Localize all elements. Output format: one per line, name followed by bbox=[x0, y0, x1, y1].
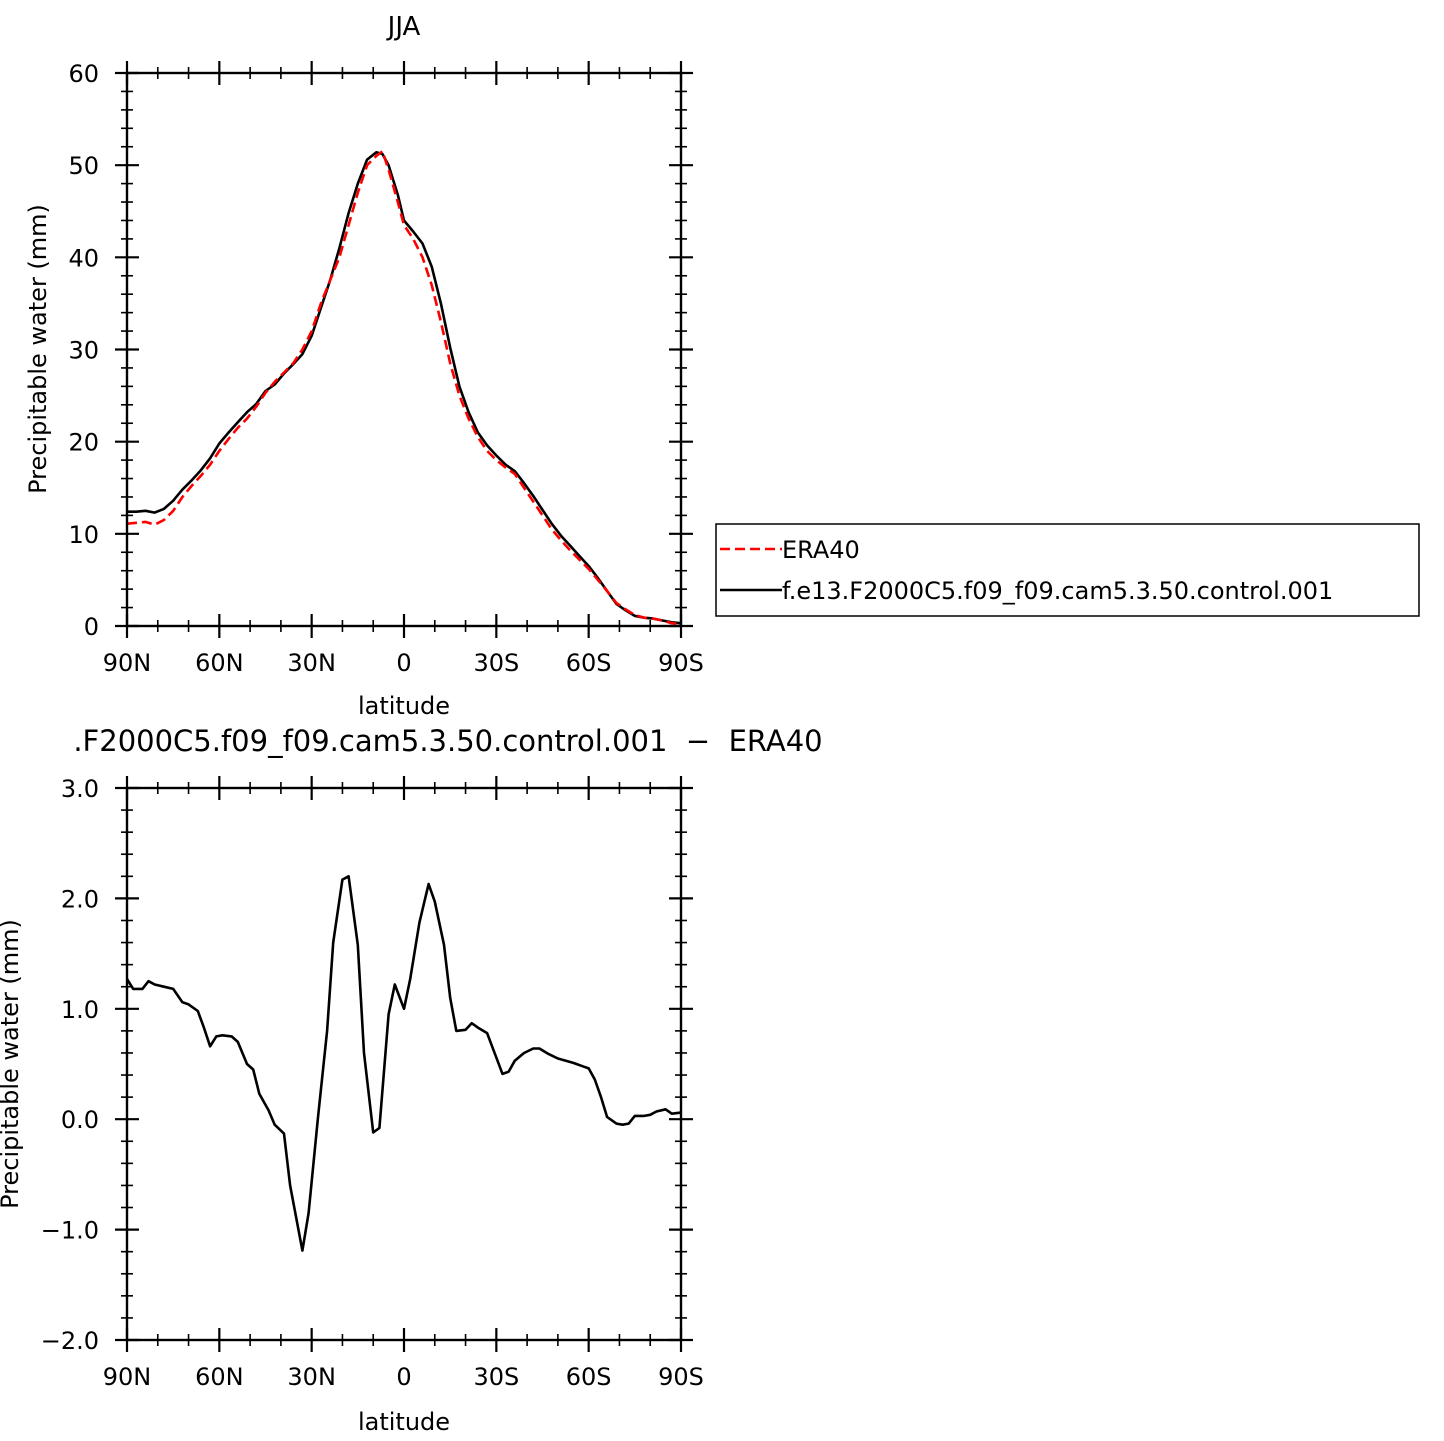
top-x-tick-label: 30N bbox=[287, 649, 336, 677]
bottom-series-lines bbox=[125, 874, 682, 1252]
bottom-plot-frame bbox=[125, 786, 683, 1342]
top-y-tick-label: 40 bbox=[68, 244, 99, 272]
legend-model-label: f.e13.F2000C5.f09_f09.cam5.3.50.control.… bbox=[782, 577, 1333, 605]
bottom-y-tick-label: 3.0 bbox=[61, 775, 99, 803]
top-x-tick-label: 60S bbox=[566, 649, 612, 677]
bottom-x-tick-label: 0 bbox=[396, 1363, 411, 1391]
top-model-line bbox=[127, 151, 682, 625]
bottom-x-tick-label: 60S bbox=[566, 1363, 612, 1391]
top-x-axis-label: latitude bbox=[358, 692, 450, 720]
legend-box bbox=[715, 523, 1420, 617]
bottom-x-tick-label: 30N bbox=[287, 1363, 336, 1391]
bottom-y-tick-label: 2.0 bbox=[61, 885, 99, 913]
top-x-tick-label: 0 bbox=[396, 649, 411, 677]
bottom-y-tick-label: −2.0 bbox=[41, 1327, 99, 1355]
top-y-tick-label: 20 bbox=[68, 429, 99, 457]
bottom-ticks: 90N 60N 30N 0 30S 60S 90S −2.0 −1.0 0.0 1.0 2.0 3.0 bbox=[41, 775, 704, 1391]
bottom-chart-panel: Precipitable water (mm) latitude 90N 60N 3… bbox=[0, 775, 704, 1436]
top-y-tick-label: 50 bbox=[68, 152, 99, 180]
bottom-x-tick-label: 30S bbox=[473, 1363, 519, 1391]
bottom-model-line bbox=[125, 874, 682, 1252]
bottom-y-tick-label: 1.0 bbox=[61, 996, 99, 1024]
bottom-y-axis-label: Precipitable water (mm) bbox=[0, 919, 24, 1209]
top-chart-panel: Precipitable water (mm) latitude 90N 60N 3… bbox=[24, 60, 704, 720]
bottom-y-tick-label: −1.0 bbox=[41, 1217, 99, 1245]
top-era40-line bbox=[126, 150, 682, 626]
bottom-x-tick-label: 90N bbox=[103, 1363, 152, 1391]
top-panel-title: JJA bbox=[386, 12, 421, 42]
legend: ERA40 f.e13.F2000C5.f09_f09.cam5.3.50.co… bbox=[715, 523, 1420, 617]
top-x-tick-label: 30S bbox=[473, 649, 519, 677]
bottom-y-tick-label: 0.0 bbox=[61, 1106, 99, 1134]
top-y-tick-label: 0 bbox=[84, 613, 99, 641]
top-y-tick-label: 10 bbox=[68, 521, 99, 549]
top-y-tick-label: 30 bbox=[68, 337, 99, 365]
top-x-tick-label: 90N bbox=[103, 649, 152, 677]
top-y-axis-label: Precipitable water (mm) bbox=[24, 204, 52, 494]
top-plot-frame bbox=[125, 71, 683, 628]
bottom-panel-title: .F2000C5.f09_f09.cam5.3.50.control.001 −… bbox=[73, 724, 822, 758]
top-ticks: 90N 60N 30N 0 30S 60S 90S 0 10 20 30 40 50 60 bbox=[68, 60, 703, 677]
legend-era-label: ERA40 bbox=[782, 536, 860, 564]
bottom-x-tick-label: 60N bbox=[195, 1363, 244, 1391]
bottom-x-tick-label: 90S bbox=[658, 1363, 704, 1391]
top-series-lines bbox=[126, 150, 682, 626]
top-y-tick-label: 60 bbox=[68, 60, 99, 88]
bottom-x-axis-label: latitude bbox=[358, 1408, 450, 1436]
top-x-tick-label: 90S bbox=[658, 649, 704, 677]
top-x-tick-label: 60N bbox=[195, 649, 244, 677]
